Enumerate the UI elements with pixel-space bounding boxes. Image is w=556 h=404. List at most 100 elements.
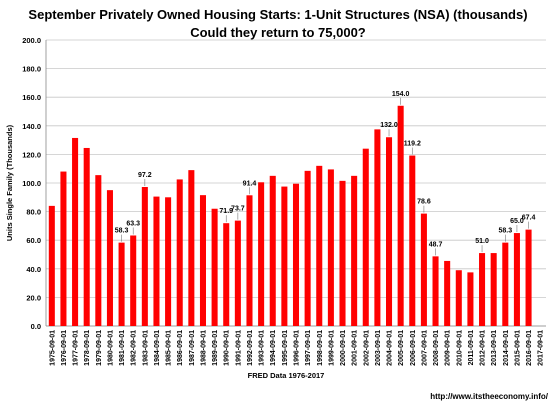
- bar: [467, 272, 474, 326]
- x-tick-label: 2017-09-01: [538, 330, 545, 366]
- bar: [72, 137, 79, 326]
- x-tick-label: 1979-09-01: [96, 330, 103, 366]
- x-tick-label: 2003-09-01: [375, 330, 382, 366]
- bar: [502, 242, 509, 326]
- bar: [95, 175, 102, 326]
- bar: [223, 223, 230, 326]
- y-tick-label: 60.0: [26, 236, 41, 245]
- x-tick-label: 2002-09-01: [363, 330, 370, 366]
- x-tick-label: 2005-09-01: [398, 330, 405, 366]
- bar: [490, 253, 497, 326]
- x-tick-label: 1999-09-01: [328, 330, 335, 366]
- data-label: 58.3: [498, 228, 512, 235]
- bar: [188, 170, 195, 326]
- x-tick-label: 2007-09-01: [421, 330, 428, 366]
- bar: [199, 195, 206, 326]
- y-tick-label: 140.0: [22, 122, 41, 131]
- y-tick-label: 180.0: [22, 65, 41, 74]
- x-tick-label: 1977-09-01: [73, 330, 80, 366]
- x-tick-label: 1978-09-01: [84, 330, 91, 366]
- x-tick-label: 1990-09-01: [224, 330, 231, 366]
- bar: [432, 256, 439, 326]
- bar: [281, 186, 288, 326]
- data-label: 73.7: [231, 206, 245, 213]
- bar: [83, 147, 90, 326]
- x-tick-label: 2006-09-01: [410, 330, 417, 366]
- bar: [525, 229, 532, 326]
- x-tick-label: 1997-09-01: [305, 330, 312, 366]
- bar: [409, 155, 416, 326]
- bar: [165, 197, 172, 326]
- bar: [234, 220, 241, 326]
- x-tick-label: 2015-09-01: [514, 330, 521, 366]
- bar: [351, 175, 358, 326]
- data-label: 67.4: [522, 215, 536, 222]
- x-tick-label: 1994-09-01: [270, 330, 277, 366]
- data-label: 65.0: [510, 218, 524, 225]
- bar: [362, 148, 369, 326]
- x-tick-label: 1992-09-01: [247, 330, 254, 366]
- bar: [374, 129, 381, 326]
- bar: [48, 205, 55, 326]
- y-tick-label: 120.0: [22, 150, 41, 159]
- chart-title: September Privately Owned Housing Starts…: [28, 7, 528, 22]
- bar: [176, 179, 183, 326]
- bar: [513, 233, 520, 326]
- data-label: 71.9: [219, 208, 233, 215]
- data-label: 91.4: [243, 180, 257, 187]
- x-tick-label: 1984-09-01: [154, 330, 161, 366]
- x-tick-label: 1980-09-01: [107, 330, 114, 366]
- data-label: 132.0: [380, 122, 398, 129]
- x-tick-label: 1989-09-01: [212, 330, 219, 366]
- y-tick-label: 20.0: [26, 293, 41, 302]
- x-tick-label: 2004-09-01: [387, 330, 394, 366]
- x-tick-label: 1982-09-01: [131, 330, 138, 366]
- x-tick-label: 1991-09-01: [235, 330, 242, 366]
- x-tick-label: 1987-09-01: [189, 330, 196, 366]
- bar: [444, 260, 451, 326]
- x-tick-label: 2001-09-01: [352, 330, 359, 366]
- x-tick-label: 1983-09-01: [142, 330, 149, 366]
- x-tick-label: 1995-09-01: [282, 330, 289, 366]
- x-tick-label: 2016-09-01: [526, 330, 533, 366]
- y-tick-label: 200.0: [22, 36, 41, 45]
- data-label: 97.2: [138, 172, 152, 179]
- x-tick-label: 1985-09-01: [166, 330, 173, 366]
- bar: [106, 190, 113, 326]
- bar: [339, 180, 346, 326]
- x-axis-label: FRED Data 1976-2017: [248, 371, 325, 380]
- bar: [118, 242, 125, 326]
- x-tick-label: 1976-09-01: [61, 330, 68, 366]
- y-tick-label: 0.0: [31, 322, 41, 331]
- x-tick-label: 2000-09-01: [340, 330, 347, 366]
- bar: [258, 182, 265, 326]
- bar: [130, 235, 137, 326]
- y-axis-label: Units Single Family (Thousands): [5, 124, 14, 241]
- bar: [141, 187, 148, 326]
- x-tick-label: 1988-09-01: [200, 330, 207, 366]
- x-tick-label: 2012-09-01: [480, 330, 487, 366]
- y-tick-label: 80.0: [26, 208, 41, 217]
- y-tick-label: 160.0: [22, 93, 41, 102]
- data-label: 58.3: [115, 228, 129, 235]
- bar: [316, 165, 323, 326]
- bar: [292, 183, 300, 326]
- data-label: 78.6: [417, 199, 431, 206]
- y-tick-label: 100.0: [22, 179, 41, 188]
- bar: [397, 105, 404, 326]
- x-tick-label: 2010-09-01: [456, 330, 463, 366]
- bar: [269, 175, 276, 326]
- x-tick-label: 1993-09-01: [259, 330, 266, 366]
- x-tick-label: 2013-09-01: [491, 330, 498, 366]
- bar: [211, 208, 218, 326]
- bar: [479, 253, 486, 326]
- y-tick-label: 40.0: [26, 265, 41, 274]
- data-label: 154.0: [392, 91, 410, 98]
- data-label: 51.0: [475, 238, 489, 245]
- x-tick-label: 1981-09-01: [119, 330, 126, 366]
- x-tick-label: 2009-09-01: [445, 330, 452, 366]
- x-tick-label: 2011-09-01: [468, 330, 475, 366]
- data-label: 48.7: [429, 241, 443, 248]
- bar: [246, 195, 253, 326]
- chart-subtitle: Could they return to 75,000?: [190, 25, 366, 40]
